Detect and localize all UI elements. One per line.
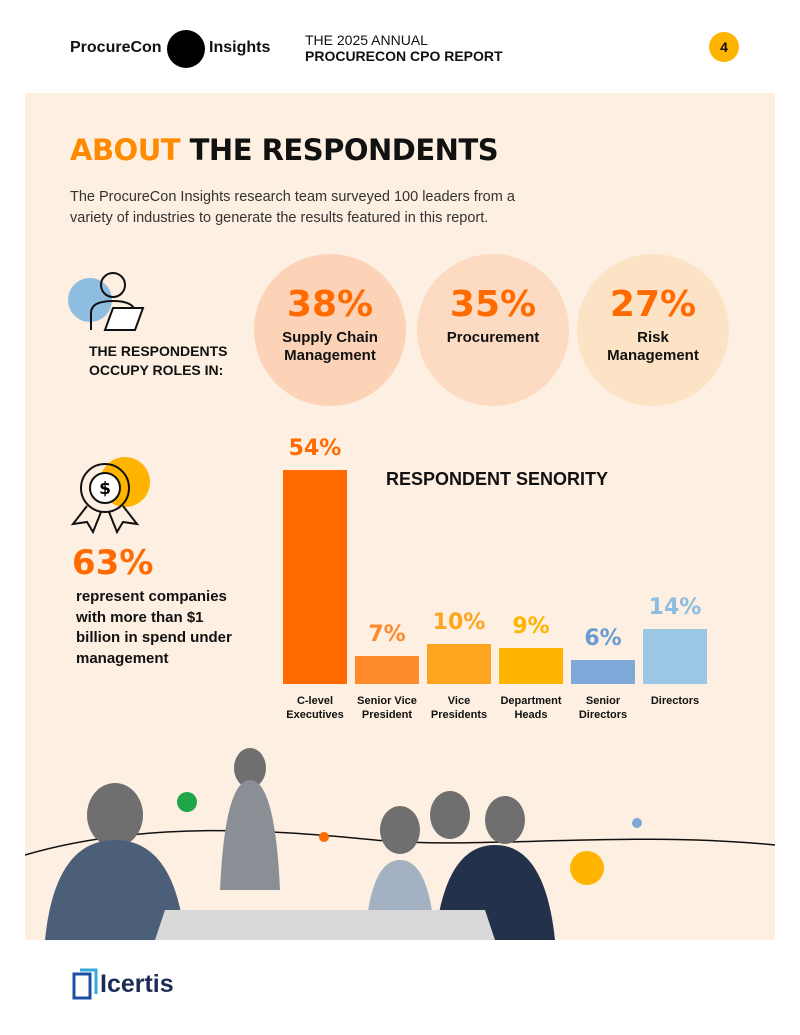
bar xyxy=(283,470,347,684)
value-label: 9% xyxy=(512,614,550,640)
report-title-2: PROCURECON CPO REPORT xyxy=(305,48,503,64)
photo-area xyxy=(25,748,775,940)
value-label: 7% xyxy=(368,622,406,648)
ribbon-icon: $ xyxy=(70,457,150,535)
role-percent: 27% xyxy=(609,284,697,325)
value-label: 6% xyxy=(584,626,622,652)
heading-rest: THE RESPONDENTS xyxy=(189,133,499,167)
category-label: C-level Executives xyxy=(286,695,344,721)
brand-right: Insights xyxy=(209,39,271,56)
heading: ABOUT THE RESPONDENTS xyxy=(70,133,499,167)
spend-percent: 63% xyxy=(72,543,154,583)
bar xyxy=(499,648,563,684)
role-percent: 38% xyxy=(286,284,374,325)
category-label: Vice Presidents xyxy=(430,695,488,721)
role-name: Supply Chain Management xyxy=(282,329,378,364)
spend-text: represent companies with more than $1 bi… xyxy=(76,588,232,667)
role-name: Risk Management xyxy=(607,329,699,364)
bar xyxy=(571,660,635,684)
page-number: 4 xyxy=(709,32,739,62)
brand-dot xyxy=(167,30,205,68)
role-circle: 38% Supply Chain Management xyxy=(254,254,406,406)
heading-accent: ABOUT xyxy=(70,133,181,167)
svg-text:$: $ xyxy=(99,479,111,499)
role-circle: 35% Procurement xyxy=(417,254,569,406)
report-title-1: THE 2025 ANNUAL xyxy=(305,32,428,48)
category-label: Senior Directors xyxy=(578,695,628,721)
logo: Icertis xyxy=(100,970,174,998)
bar xyxy=(643,628,707,684)
value-label: 14% xyxy=(648,594,702,620)
value-label: 10% xyxy=(432,610,486,636)
logo-mark xyxy=(72,968,98,1000)
category-label: Senior Vice President xyxy=(357,695,417,721)
intro: The ProcureCon Insights research team su… xyxy=(70,189,515,226)
roles-label: THE RESPONDENTS OCCUPY ROLES IN: xyxy=(89,343,228,378)
value-label: 54% xyxy=(288,436,342,461)
panel xyxy=(25,93,775,940)
bar xyxy=(355,656,419,684)
role-circle: 27% Risk Management xyxy=(577,254,729,406)
category-label: Department Heads xyxy=(500,695,562,721)
role-percent: 35% xyxy=(449,284,537,325)
role-name: Procurement xyxy=(446,329,540,346)
brand-left: ProcureCon xyxy=(70,39,162,56)
bar xyxy=(427,644,491,684)
person-icon xyxy=(68,272,145,331)
category-label: Directors xyxy=(650,695,700,707)
chart-title: RESPONDENT SENORITY xyxy=(386,469,609,489)
